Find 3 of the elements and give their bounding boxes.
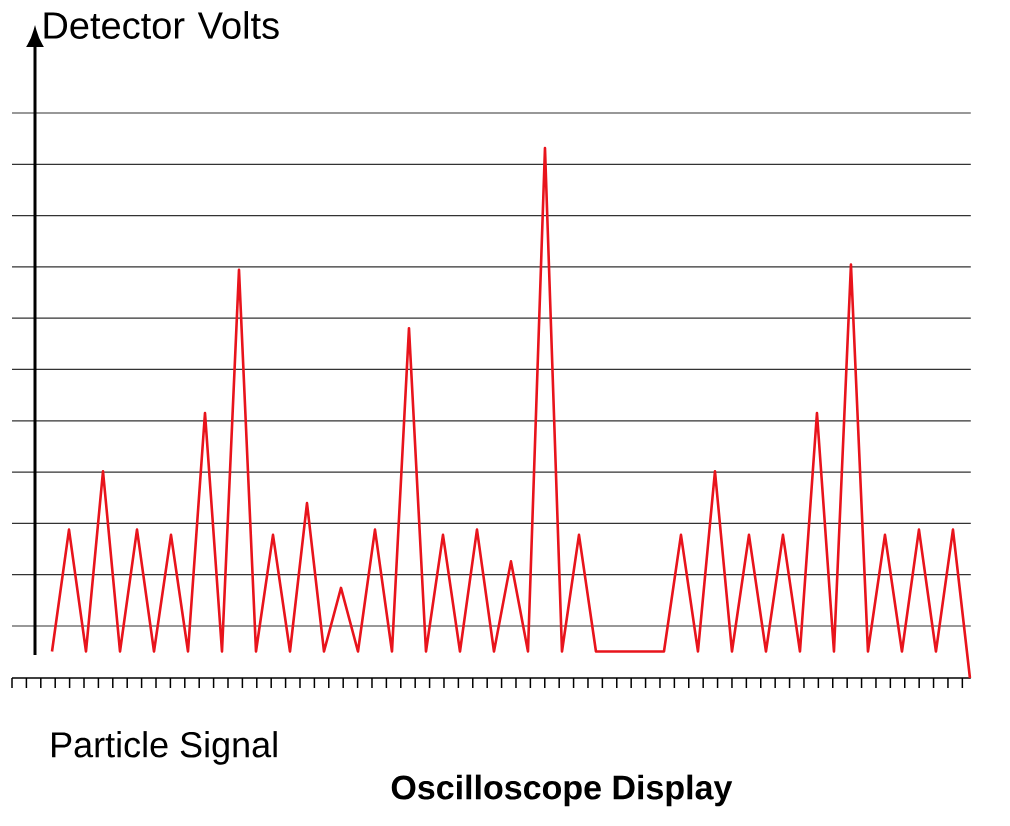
y-axis-title: Detector Volts [44,11,279,39]
x-axis-title: Particle Signal [52,731,277,765]
text: Oscilloscope Display [391,774,733,807]
